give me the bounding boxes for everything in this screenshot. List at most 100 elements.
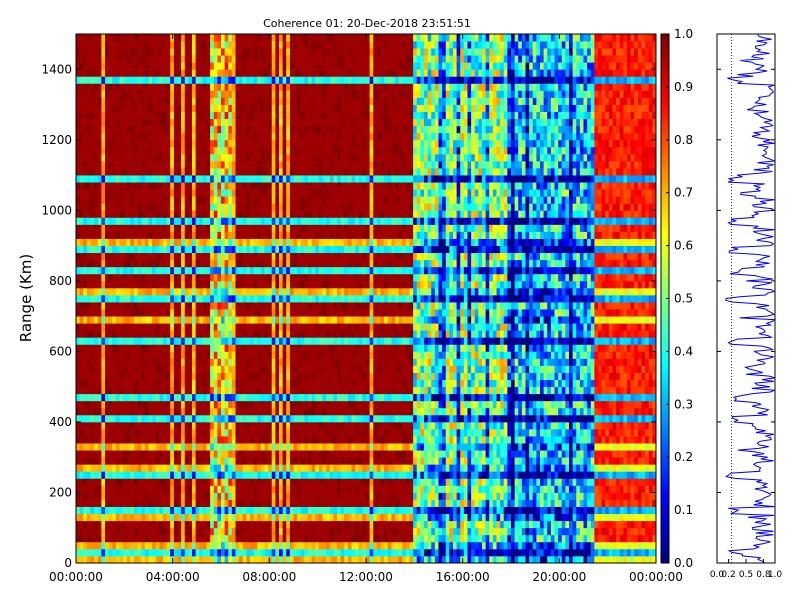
- heatmap-cell: [192, 238, 197, 246]
- heatmap-cell: [123, 316, 128, 324]
- heatmap-cell: [221, 266, 226, 275]
- heatmap-cell: [264, 125, 269, 134]
- heatmap-cell: [79, 90, 84, 98]
- heatmap-cell: [304, 379, 309, 388]
- heatmap-cell: [221, 513, 226, 522]
- heatmap-cell: [279, 175, 284, 183]
- heatmap-cell: [134, 111, 139, 120]
- heatmap-cell: [257, 485, 262, 493]
- heatmap-cell: [224, 104, 229, 112]
- heatmap-cell: [199, 41, 204, 49]
- heatmap-cell: [279, 358, 284, 366]
- heatmap-cell: [97, 316, 102, 324]
- heatmap-cell: [134, 344, 139, 352]
- heatmap-cell: [286, 414, 291, 423]
- heatmap-cell: [210, 386, 215, 395]
- heatmap-cell: [308, 210, 313, 218]
- heatmap-cell: [250, 90, 255, 98]
- heatmap-cell: [126, 421, 131, 430]
- heatmap-cell: [155, 520, 160, 529]
- heatmap-cell: [210, 548, 215, 557]
- heatmap-cell: [76, 90, 81, 98]
- heatmap-cell: [260, 464, 265, 472]
- heatmap-cell: [123, 189, 128, 197]
- heatmap-cell: [181, 492, 186, 500]
- heatmap-cell: [115, 541, 120, 550]
- heatmap-cell: [210, 287, 215, 296]
- heatmap-cell: [308, 457, 313, 465]
- heatmap-cell: [257, 266, 262, 275]
- heatmap-cell: [115, 55, 120, 63]
- heatmap-cell: [217, 513, 222, 522]
- heatmap-cell: [289, 224, 294, 232]
- heatmap-cell: [242, 450, 247, 458]
- heatmap-cell: [199, 527, 204, 536]
- heatmap-cell: [195, 492, 200, 500]
- heatmap-cell: [231, 252, 236, 261]
- heatmap-cell: [108, 428, 113, 437]
- heatmap-cell: [304, 478, 309, 486]
- heatmap-cell: [112, 365, 117, 373]
- heatmap-cell: [184, 125, 189, 134]
- heatmap-cell: [293, 160, 298, 169]
- heatmap-cell: [199, 210, 204, 218]
- heatmap-cell: [94, 287, 99, 296]
- heatmap-cell: [221, 492, 226, 500]
- heatmap-cell: [152, 196, 157, 204]
- heatmap-cell: [239, 224, 244, 232]
- heatmap-cell: [108, 351, 113, 359]
- heatmap-cell: [184, 69, 189, 77]
- heatmap-cell: [268, 90, 273, 98]
- heatmap-cell: [282, 436, 287, 444]
- heatmap-cell: [260, 499, 265, 507]
- heatmap-cell: [119, 210, 124, 218]
- heatmap-cell: [297, 41, 302, 49]
- heatmap-cell: [311, 252, 316, 261]
- heatmap-cell: [246, 231, 251, 239]
- heatmap-cell: [239, 266, 244, 275]
- heatmap-cell: [170, 344, 175, 352]
- heatmap-cell: [144, 294, 149, 303]
- heatmap-cell: [148, 457, 153, 465]
- heatmap-cell: [108, 97, 113, 105]
- heatmap-cell: [242, 231, 247, 239]
- heatmap-cell: [173, 252, 178, 261]
- heatmap-cell: [275, 132, 280, 141]
- heatmap-cell: [202, 83, 207, 91]
- heatmap-cell: [137, 224, 142, 232]
- heatmap-cell: [242, 153, 247, 162]
- heatmap-cell: [206, 62, 211, 70]
- heatmap-cell: [199, 203, 204, 211]
- heatmap-cell: [235, 182, 240, 190]
- heatmap-cell: [90, 273, 95, 282]
- heatmap-cell: [246, 168, 251, 176]
- heatmap-cell: [184, 471, 189, 479]
- heatmap-cell: [108, 478, 113, 486]
- heatmap-cell: [163, 118, 168, 127]
- heatmap-cell: [152, 316, 157, 324]
- heatmap-cell: [115, 175, 120, 183]
- heatmap-cell: [152, 238, 157, 246]
- heatmap-cell: [268, 393, 273, 402]
- heatmap-cell: [94, 386, 99, 395]
- heatmap-cell: [246, 365, 251, 373]
- heatmap-cell: [134, 330, 139, 338]
- heatmap-cell: [170, 478, 175, 486]
- heatmap-cell: [141, 280, 146, 289]
- heatmap-cell: [170, 168, 175, 176]
- heatmap-cell: [97, 62, 102, 70]
- heatmap-cell: [286, 457, 291, 465]
- heatmap-cell: [177, 471, 182, 479]
- heatmap-cell: [293, 379, 298, 388]
- heatmap-cell: [286, 231, 291, 239]
- heatmap-cell: [137, 372, 142, 381]
- heatmap-cell: [242, 168, 247, 176]
- heatmap-cell: [141, 309, 146, 317]
- heatmap-cell: [199, 358, 204, 366]
- heatmap-cell: [177, 443, 182, 451]
- heatmap-cell: [210, 527, 215, 536]
- heatmap-cell: [166, 309, 171, 317]
- heatmap-cell: [119, 309, 124, 317]
- heatmap-cell: [195, 302, 200, 310]
- heatmap-cell: [293, 407, 298, 416]
